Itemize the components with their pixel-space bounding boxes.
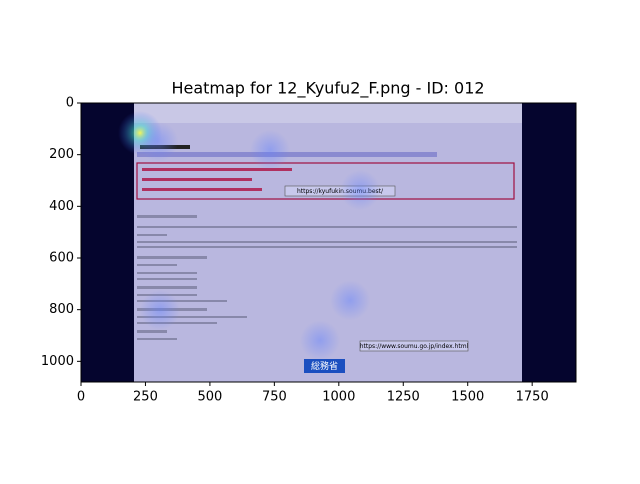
text-line <box>142 168 292 171</box>
chart-title: Heatmap for 12_Kyufu2_F.png - ID: 012 <box>171 79 484 99</box>
url-box <box>284 185 396 197</box>
x-tick-label: 750 <box>262 390 287 405</box>
heat-spot <box>299 320 340 361</box>
heat-spot <box>139 290 180 331</box>
axes-frame <box>80 102 577 383</box>
y-tick-label: 0 <box>66 96 74 111</box>
logo-text: 総務省 <box>311 360 338 372</box>
heat-spot <box>340 170 381 211</box>
x-tick-label: 1750 <box>516 390 549 405</box>
y-tick-label: 400 <box>49 199 74 214</box>
heat-spot <box>249 130 290 171</box>
text-line <box>142 188 262 191</box>
y-tick-label: 600 <box>49 251 74 266</box>
url-text: https://www.soumu.go.jp/index.html <box>360 343 469 350</box>
logo <box>304 359 345 373</box>
notice-box <box>136 162 515 200</box>
x-tick-label: 1500 <box>451 390 484 405</box>
y-tick-label: 200 <box>49 147 74 162</box>
y-tick-label: 800 <box>49 302 74 317</box>
heat-spot <box>330 280 371 321</box>
x-tick-label: 0 <box>77 390 85 405</box>
text-line <box>142 178 252 181</box>
y-tick-label: 1000 <box>41 354 74 369</box>
x-tick-label: 1000 <box>322 390 355 405</box>
x-tick-label: 1250 <box>387 390 420 405</box>
toolbar <box>134 103 522 123</box>
x-tick-label: 500 <box>197 390 222 405</box>
x-tick-label: 250 <box>133 390 158 405</box>
heat-layer <box>118 110 381 361</box>
heat-spot <box>138 121 179 162</box>
url-box <box>359 340 469 352</box>
